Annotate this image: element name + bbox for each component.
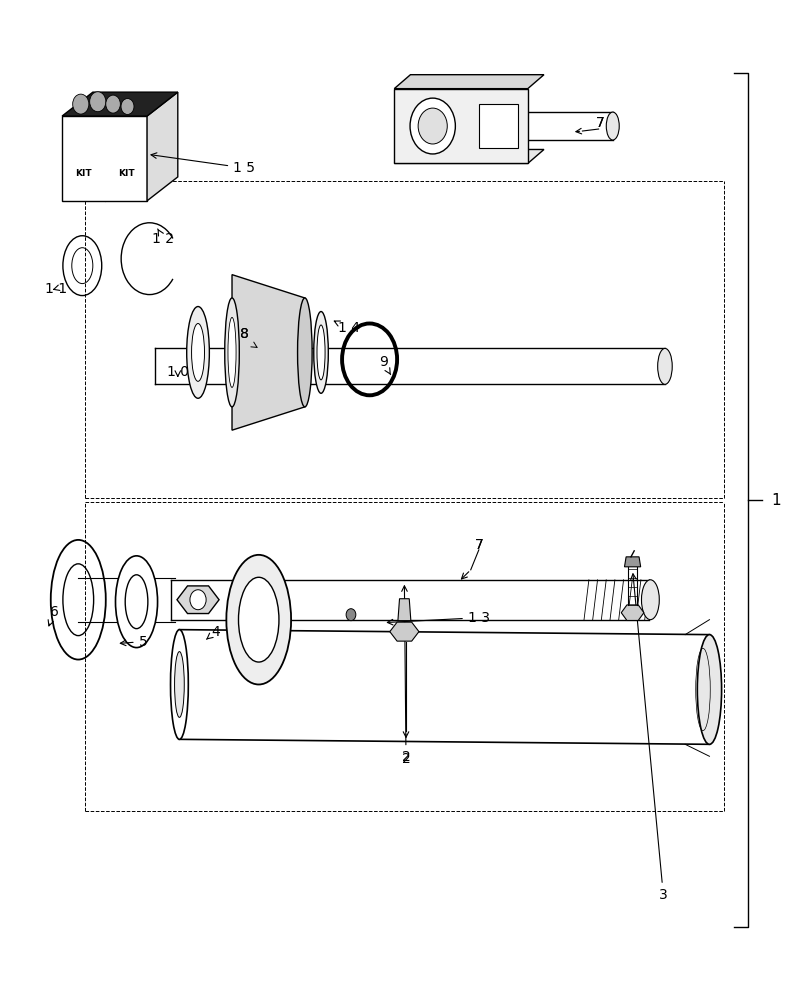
Circle shape <box>73 94 88 114</box>
Text: 4: 4 <box>206 625 220 639</box>
Polygon shape <box>177 586 219 614</box>
Text: 1 2: 1 2 <box>152 229 174 246</box>
Text: 7: 7 <box>474 538 483 552</box>
Ellipse shape <box>187 307 209 398</box>
Polygon shape <box>397 599 410 621</box>
Text: KIT: KIT <box>75 169 92 178</box>
Text: 5: 5 <box>120 635 147 649</box>
Polygon shape <box>620 605 643 620</box>
Circle shape <box>89 92 105 112</box>
Ellipse shape <box>297 298 311 407</box>
Ellipse shape <box>313 312 328 393</box>
Polygon shape <box>62 92 178 116</box>
Ellipse shape <box>657 348 672 384</box>
Text: KIT: KIT <box>118 169 135 178</box>
Polygon shape <box>232 275 304 430</box>
Ellipse shape <box>641 580 659 620</box>
Text: 7: 7 <box>474 538 483 552</box>
Text: 1 4: 1 4 <box>334 321 360 335</box>
Text: 2: 2 <box>401 752 410 766</box>
Ellipse shape <box>228 317 236 387</box>
Circle shape <box>418 108 447 144</box>
Text: 6: 6 <box>48 605 58 626</box>
Polygon shape <box>62 116 147 201</box>
Text: 7: 7 <box>595 116 604 130</box>
Ellipse shape <box>191 323 204 381</box>
Circle shape <box>121 99 134 114</box>
Text: 9: 9 <box>379 355 390 375</box>
Polygon shape <box>624 557 640 567</box>
Circle shape <box>345 609 355 621</box>
Ellipse shape <box>238 577 279 662</box>
Polygon shape <box>478 104 517 148</box>
Polygon shape <box>147 92 178 201</box>
Ellipse shape <box>225 298 239 407</box>
Text: 1 5: 1 5 <box>151 153 255 175</box>
Circle shape <box>410 98 455 154</box>
Text: 1 3: 1 3 <box>387 611 489 625</box>
Ellipse shape <box>115 556 157 648</box>
Ellipse shape <box>316 325 324 380</box>
Ellipse shape <box>174 652 184 717</box>
Text: 7: 7 <box>595 116 604 130</box>
Circle shape <box>105 95 120 113</box>
Text: 1 1: 1 1 <box>45 282 67 296</box>
Polygon shape <box>394 89 527 163</box>
Polygon shape <box>394 75 543 89</box>
Ellipse shape <box>125 575 148 629</box>
Ellipse shape <box>697 635 721 744</box>
Ellipse shape <box>170 630 188 739</box>
Circle shape <box>190 590 206 610</box>
Ellipse shape <box>606 112 619 140</box>
Text: 3: 3 <box>630 574 667 902</box>
Text: 1 0: 1 0 <box>166 365 189 379</box>
Text: 8: 8 <box>239 327 248 341</box>
Text: 1: 1 <box>771 493 780 508</box>
Ellipse shape <box>226 555 290 684</box>
Polygon shape <box>389 622 418 641</box>
Text: 8: 8 <box>239 327 248 341</box>
Text: 2: 2 <box>401 586 410 764</box>
Polygon shape <box>394 149 543 163</box>
